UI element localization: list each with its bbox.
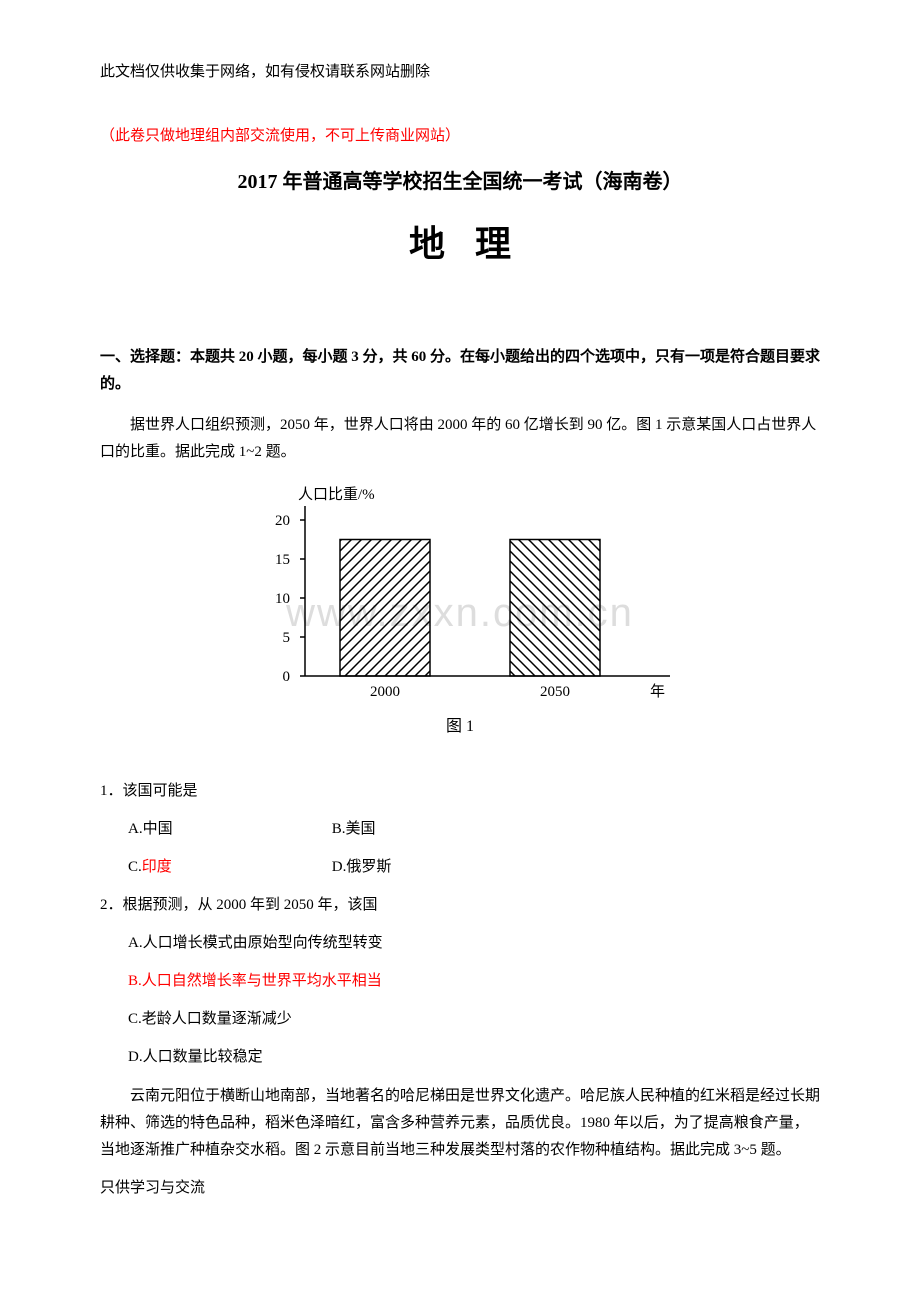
bar-2000 — [340, 539, 430, 676]
ytick-10: 10 — [275, 591, 290, 607]
q1-option-d: D.俄罗斯 — [332, 855, 532, 879]
xtick-2050: 2050 — [540, 684, 570, 700]
exam-title: 2017 年普通高等学校招生全国统一考试（海南卷） — [100, 166, 820, 198]
ytick-5: 5 — [283, 630, 291, 646]
q2-option-d: D.人口数量比较稳定 — [100, 1045, 820, 1069]
passage-1: 据世界人口组织预测，2050 年，世界人口将由 2000 年的 60 亿增长到 … — [100, 412, 820, 466]
bar-chart-svg: 人口比重/% 0 5 10 15 20 2000 2050 年 图 1 — [230, 481, 690, 751]
notice-text: （此卷只做地理组内部交流使用，不可上传商业网站） — [100, 124, 820, 148]
subject-title: 地理 — [100, 216, 820, 274]
question-1-stem: 1．该国可能是 — [100, 779, 820, 803]
header-note: 此文档仅供收集于网络，如有侵权请联系网站删除 — [100, 60, 820, 84]
passage-2: 云南元阳位于横断山地南部，当地著名的哈尼梯田是世界文化遗产。哈尼族人民种植的红米… — [100, 1083, 820, 1164]
chart-figure-1: www.zxxn.com.cn 人口比重/% 0 5 10 15 20 2000 — [100, 481, 820, 759]
ytick-15: 15 — [275, 552, 290, 568]
bar-2050 — [510, 539, 600, 676]
footer-note: 只供学习与交流 — [100, 1176, 820, 1200]
section-heading: 一、选择题：本题共 20 小题，每小题 3 分，共 60 分。在每小题给出的四个… — [100, 344, 820, 398]
q1-option-c: C.印度 — [128, 855, 328, 879]
xtick-2000: 2000 — [370, 684, 400, 700]
question-2-stem: 2．根据预测，从 2000 年到 2050 年，该国 — [100, 893, 820, 917]
q1-option-a: A.中国 — [128, 817, 328, 841]
q2-option-a: A.人口增长模式由原始型向传统型转变 — [100, 931, 820, 955]
chart-xlabel: 年 — [650, 683, 665, 700]
figure-label: 图 1 — [446, 718, 474, 735]
ytick-20: 20 — [275, 513, 290, 529]
chart-ylabel: 人口比重/% — [298, 486, 375, 503]
q2-option-b: B.人口自然增长率与世界平均水平相当 — [100, 969, 820, 993]
q1-option-b: B.美国 — [332, 817, 532, 841]
q2-option-c: C.老龄人口数量逐渐减少 — [100, 1007, 820, 1031]
ytick-0: 0 — [283, 669, 291, 685]
